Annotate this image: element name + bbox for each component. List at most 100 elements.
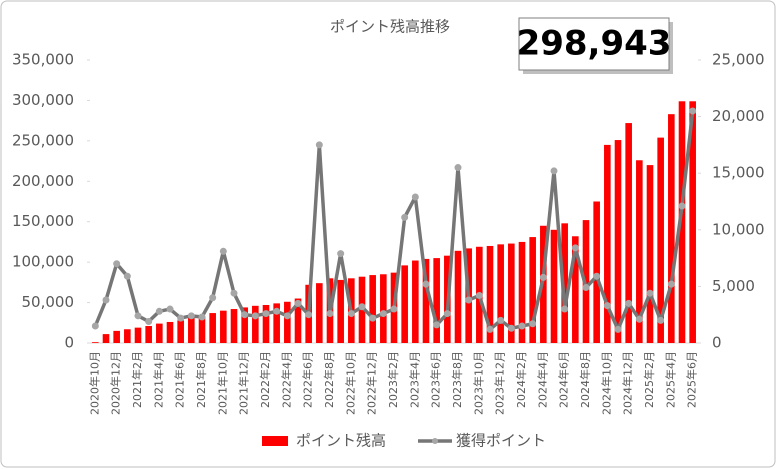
bar — [497, 244, 504, 343]
bar — [252, 305, 259, 343]
bar — [166, 321, 174, 343]
line-marker — [230, 289, 238, 297]
bar — [678, 101, 686, 343]
bar — [113, 330, 120, 343]
legend-label: 獲得ポイント — [456, 432, 546, 450]
y-tick-label: 200,000 — [12, 172, 74, 190]
bar — [337, 279, 344, 343]
annotation: 298,943 — [517, 24, 672, 64]
line-marker — [571, 244, 579, 252]
line-marker — [603, 302, 611, 310]
y-tick-label: 0 — [64, 334, 74, 352]
bar — [508, 243, 515, 343]
line-marker — [518, 322, 526, 330]
x-tick-label: 2023年10月 — [471, 351, 485, 415]
line-marker — [593, 272, 601, 280]
x-tick-label: 2023年4月 — [407, 351, 421, 408]
y-tick-label: 100,000 — [12, 253, 74, 271]
x-tick-label: 2025年4月 — [663, 351, 677, 408]
line-marker — [209, 294, 217, 302]
line-marker — [358, 303, 366, 311]
line-marker — [529, 320, 537, 328]
bar — [604, 144, 611, 343]
x-tick-label: 2024年6月 — [557, 351, 571, 408]
x-tick-label: 2024年2月 — [514, 351, 528, 408]
bar — [241, 307, 248, 343]
bar — [294, 298, 302, 343]
x-tick-label: 2021年2月 — [130, 351, 144, 408]
line-marker — [177, 314, 185, 322]
line-marker — [678, 202, 686, 210]
bar — [454, 250, 462, 343]
line-marker — [646, 289, 654, 297]
legend-marker — [432, 438, 438, 444]
y2-tick-label: 10,000 — [712, 220, 765, 238]
line-marker — [667, 280, 675, 288]
bar — [145, 326, 152, 343]
bar — [124, 329, 131, 343]
line-marker — [454, 164, 462, 172]
line-marker — [347, 310, 355, 318]
x-tick-label: 2024年8月 — [578, 351, 592, 408]
x-tick-label: 2023年2月 — [386, 351, 400, 408]
line-marker — [582, 284, 590, 292]
bar — [401, 265, 408, 343]
x-tick-label: 2025年6月 — [685, 351, 699, 408]
bar — [220, 310, 227, 343]
bar — [689, 101, 696, 343]
y2-tick-label: 15,000 — [712, 164, 765, 182]
y-tick-label: 50,000 — [22, 293, 75, 311]
line-marker — [486, 325, 494, 333]
bar — [230, 309, 238, 343]
line-marker — [241, 311, 249, 319]
bar — [273, 303, 280, 343]
bar — [646, 165, 654, 343]
line-marker — [635, 315, 643, 323]
bar — [572, 236, 579, 343]
bar — [262, 304, 270, 343]
line-marker — [283, 312, 291, 320]
x-tick-label: 2022年4月 — [279, 351, 293, 408]
bar — [177, 320, 184, 343]
bar — [550, 229, 558, 343]
x-tick-label: 2021年8月 — [194, 351, 208, 408]
bar — [134, 327, 142, 343]
bar — [156, 323, 163, 343]
line-marker — [123, 272, 131, 280]
line-marker — [497, 316, 505, 324]
line-marker — [465, 296, 473, 304]
bar — [380, 274, 387, 343]
bar — [316, 283, 323, 343]
line-marker — [401, 213, 409, 221]
x-tick-label: 2022年12月 — [365, 351, 379, 415]
line-marker — [433, 321, 441, 329]
line-marker — [337, 250, 345, 258]
x-tick-label: 2023年8月 — [450, 351, 464, 408]
y2-tick-label: 5,000 — [712, 277, 755, 295]
bar — [412, 260, 419, 343]
bar — [518, 241, 526, 343]
bar — [636, 160, 643, 343]
line-marker — [614, 325, 622, 333]
line-marker — [411, 193, 419, 201]
line-marker — [305, 311, 313, 319]
x-tick-label: 2023年12月 — [493, 351, 507, 415]
line-marker — [315, 141, 323, 149]
bar — [668, 114, 675, 343]
bar — [625, 123, 632, 343]
line-marker — [155, 307, 163, 315]
line-marker — [539, 273, 547, 281]
chart-title: ポイント残高推移 — [330, 18, 450, 36]
line-marker — [187, 312, 195, 320]
line-marker — [113, 260, 121, 268]
line-marker — [561, 305, 569, 313]
line-marker — [91, 322, 99, 330]
line-marker — [102, 296, 110, 304]
bar — [529, 237, 536, 343]
y-tick-label: 150,000 — [12, 212, 74, 230]
line-marker — [689, 107, 697, 115]
line-marker — [145, 317, 153, 325]
line-marker — [475, 291, 483, 299]
bar — [209, 313, 216, 343]
